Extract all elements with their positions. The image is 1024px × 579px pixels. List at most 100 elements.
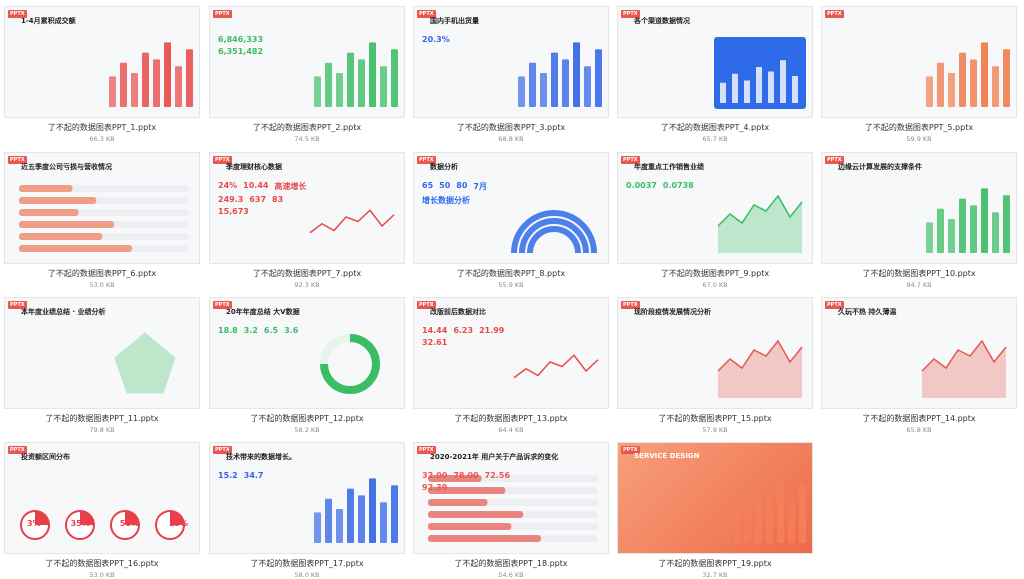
file-name: 了不起的数据图表PPT_2.pptx <box>252 123 362 132</box>
decoration <box>391 485 398 543</box>
slide-figure: 18.8 <box>218 326 238 335</box>
file-tile[interactable]: PPTX 了不起的数据图表PPT_5.pptx 59.9 KB <box>821 6 1017 143</box>
decoration <box>959 52 966 107</box>
slide-title: 本年度业绩总结 · 业绩分析 <box>21 308 106 316</box>
slide-figure: 3.2 <box>243 326 258 335</box>
file-tile[interactable]: PPTX 20年年度总结 大V数据 18.8 3.2 6.5 3.6 了不起的数据图表PPT… <box>209 297 405 434</box>
file-size: 58.0 KB <box>294 571 320 579</box>
file-size: 55.9 KB <box>498 281 524 289</box>
file-type-badge: PPTX <box>825 301 844 309</box>
thumbnail-art <box>926 188 1010 253</box>
thumbnail[interactable]: PPTX 年度重点工作销售业绩 0.0037 0.0738 <box>617 152 813 264</box>
file-type-badge: PPTX <box>417 10 436 18</box>
thumbnail[interactable]: PPTX 边缘云计算发展的支撑条件 <box>821 152 1017 264</box>
thumbnail[interactable]: PPTX 各个渠道数据情况 <box>617 6 813 118</box>
thumbnail[interactable]: PPTX <box>821 6 1017 118</box>
thumbnail[interactable]: PPTX 20年年度总结 大V数据 18.8 3.2 6.5 3.6 <box>209 297 405 409</box>
file-tile[interactable]: PPTX 久玩不热 持久薄温 了不起的数据图表PPT_14.pptx 65.8 KB <box>821 297 1017 434</box>
slide-figure: 249.3 <box>218 195 244 204</box>
file-tile[interactable]: PPTX 国内手机出货量 20.3% 了不起的数据图表PPT_3.pptx 68.8 K… <box>413 6 609 143</box>
slide-figure: 72.56 <box>484 471 510 480</box>
file-tile[interactable]: PPTX 年度重点工作销售业绩 0.0037 0.0738 了不起的数据图表PPT_9.… <box>617 152 813 289</box>
file-tile[interactable]: PPTX 边缘云计算发展的支撑条件 了不起的数据图表PPT_10.pptx 94.7 … <box>821 152 1017 289</box>
slide-title: 季度理财核心数据 <box>226 163 282 171</box>
decoration <box>186 49 193 107</box>
thumbnail[interactable]: PPTX 久玩不热 持久薄温 <box>821 297 1017 409</box>
file-name: 了不起的数据图表PPT_13.pptx <box>454 414 568 423</box>
file-tile[interactable]: PPTX 近五季度公司亏损与营收情况 了不起的数据图表PPT_6.pptx 53.0 … <box>4 152 200 289</box>
thumbnail[interactable]: PPTX 近五季度公司亏损与营收情况 <box>4 152 200 264</box>
file-tile[interactable]: PPTX 本年度业绩总结 · 业绩分析 了不起的数据图表PPT_11.pptx 79.… <box>4 297 200 434</box>
decoration <box>926 222 933 253</box>
decoration <box>744 509 751 543</box>
decoration <box>527 226 581 254</box>
file-tile[interactable]: PPTX 6,846,333 6,351,482 了不起的数据图表PPT_2.pptx… <box>209 6 405 143</box>
slide-figure: 50% <box>119 519 139 528</box>
decoration <box>170 511 184 525</box>
file-size: 58.2 KB <box>294 426 320 434</box>
decoration <box>970 205 977 253</box>
file-tile[interactable]: PPTX 技术带来的数据增长。 15.2 34.7 了不起的数据图表PPT_17.ppt… <box>209 442 405 579</box>
file-tile[interactable]: PPTX SERVICE DESIGN 了不起的数据图表PPT_19.pptx 32.… <box>617 442 813 579</box>
thumbnail[interactable]: PPTX 国内手机出货量 20.3% <box>413 6 609 118</box>
file-name: 了不起的数据图表PPT_10.pptx <box>862 269 976 278</box>
file-name: 了不起的数据图表PPT_4.pptx <box>660 123 770 132</box>
slide-figures: 15.2 34.7 <box>218 471 310 480</box>
slide-figures: 32.00 78.00 72.56 92.39 <box>422 471 514 492</box>
decoration <box>937 62 944 107</box>
decoration <box>347 488 354 543</box>
slide-figure: 0.0738 <box>662 181 694 190</box>
thumbnail[interactable]: PPTX 1-4月累积成交额 <box>4 6 200 118</box>
decoration <box>970 59 977 107</box>
slide-figure: 80 <box>456 181 468 190</box>
file-size: 32.7 KB <box>702 571 728 579</box>
file-type-badge: PPTX <box>8 301 27 309</box>
thumbnail[interactable]: PPTX 技术带来的数据增长。 15.2 34.7 <box>209 442 405 554</box>
file-tile[interactable]: PPTX 1-4月累积成交额 了不起的数据图表PPT_1.pptx 66.3 KB <box>4 6 200 143</box>
thumbnail[interactable]: PPTX 6,846,333 6,351,482 <box>209 6 405 118</box>
file-name: 了不起的数据图表PPT_5.pptx <box>864 123 974 132</box>
file-tile[interactable]: PPTX 现阶段疫情发展情况分析 了不起的数据图表PPT_15.pptx 57.9 K… <box>617 297 813 434</box>
thumbnail[interactable]: PPTX 2020-2021年 用户关于产品诉求的变化 32.00 78.00 72.5… <box>413 442 609 554</box>
file-tile[interactable]: PPTX 季度理财核心数据 24% 10.44 高速增长 249.3 637 83 15,673… <box>209 152 405 289</box>
thumbnail[interactable]: PPTX 投资额区间分布 3% 35% 50% 13% <box>4 442 200 554</box>
decoration <box>391 49 398 107</box>
slide-figure: 13% <box>168 519 189 528</box>
thumbnail-art <box>309 209 395 234</box>
decoration <box>720 82 726 103</box>
thumbnail[interactable]: PPTX 季度理财核心数据 24% 10.44 高速增长 249.3 637 83 15,673 <box>209 152 405 264</box>
file-tile[interactable]: PPTX 各个渠道数据情况 了不起的数据图表PPT_4.pptx 65.7 KB <box>617 6 813 143</box>
decoration <box>142 52 149 107</box>
thumbnail[interactable]: PPTX SERVICE DESIGN <box>617 442 813 554</box>
file-tile[interactable]: PPTX 投资额区间分布 3% 35% 50% 13% 了不起的数据图表PPT_16.ppt… <box>4 442 200 579</box>
slide-figures: 14.44 6.23 21.99 32.61 <box>422 326 514 347</box>
decoration <box>792 76 798 103</box>
slide-title: 技术带来的数据增长。 <box>226 453 296 461</box>
thumbnail[interactable]: PPTX 数据分析 65 50 80 7月 增长数据分析 <box>413 152 609 264</box>
slide-figure: 6.23 <box>453 326 474 335</box>
decoration <box>19 221 115 228</box>
file-tile[interactable]: PPTX 改版前后数据对比 14.44 6.23 21.99 32.61 了不起的数据图表P… <box>413 297 609 434</box>
thumbnail-art <box>926 42 1010 107</box>
file-tile[interactable]: PPTX 2020-2021年 用户关于产品诉求的变化 32.00 78.00 72.5… <box>413 442 609 579</box>
decoration <box>981 42 988 107</box>
decoration <box>380 502 387 543</box>
decoration <box>19 245 133 252</box>
file-name: 了不起的数据图表PPT_9.pptx <box>660 269 770 278</box>
decoration <box>922 341 1006 398</box>
decoration <box>380 66 387 107</box>
file-name: 了不起的数据图表PPT_18.pptx <box>454 559 568 568</box>
slide-figure: 0.0037 <box>626 181 657 190</box>
decoration <box>325 498 332 543</box>
thumbnail-art <box>314 478 398 543</box>
thumbnail[interactable]: PPTX 本年度业绩总结 · 业绩分析 <box>4 297 200 409</box>
file-size: 68.8 KB <box>498 135 524 143</box>
file-size: 53.0 KB <box>89 571 115 579</box>
file-name: 了不起的数据图表PPT_17.pptx <box>250 559 364 568</box>
file-tile[interactable]: PPTX 数据分析 65 50 80 7月 增长数据分析 了不起的数据图表PPT_8.pptx… <box>413 152 609 289</box>
slide-title: 数据分析 <box>430 163 458 171</box>
file-size: 57.9 KB <box>702 426 728 434</box>
thumbnail[interactable]: PPTX 现阶段疫情发展情况分析 <box>617 297 813 409</box>
thumbnail[interactable]: PPTX 改版前后数据对比 14.44 6.23 21.99 32.61 <box>413 297 609 409</box>
file-size: 74.5 KB <box>294 135 320 143</box>
